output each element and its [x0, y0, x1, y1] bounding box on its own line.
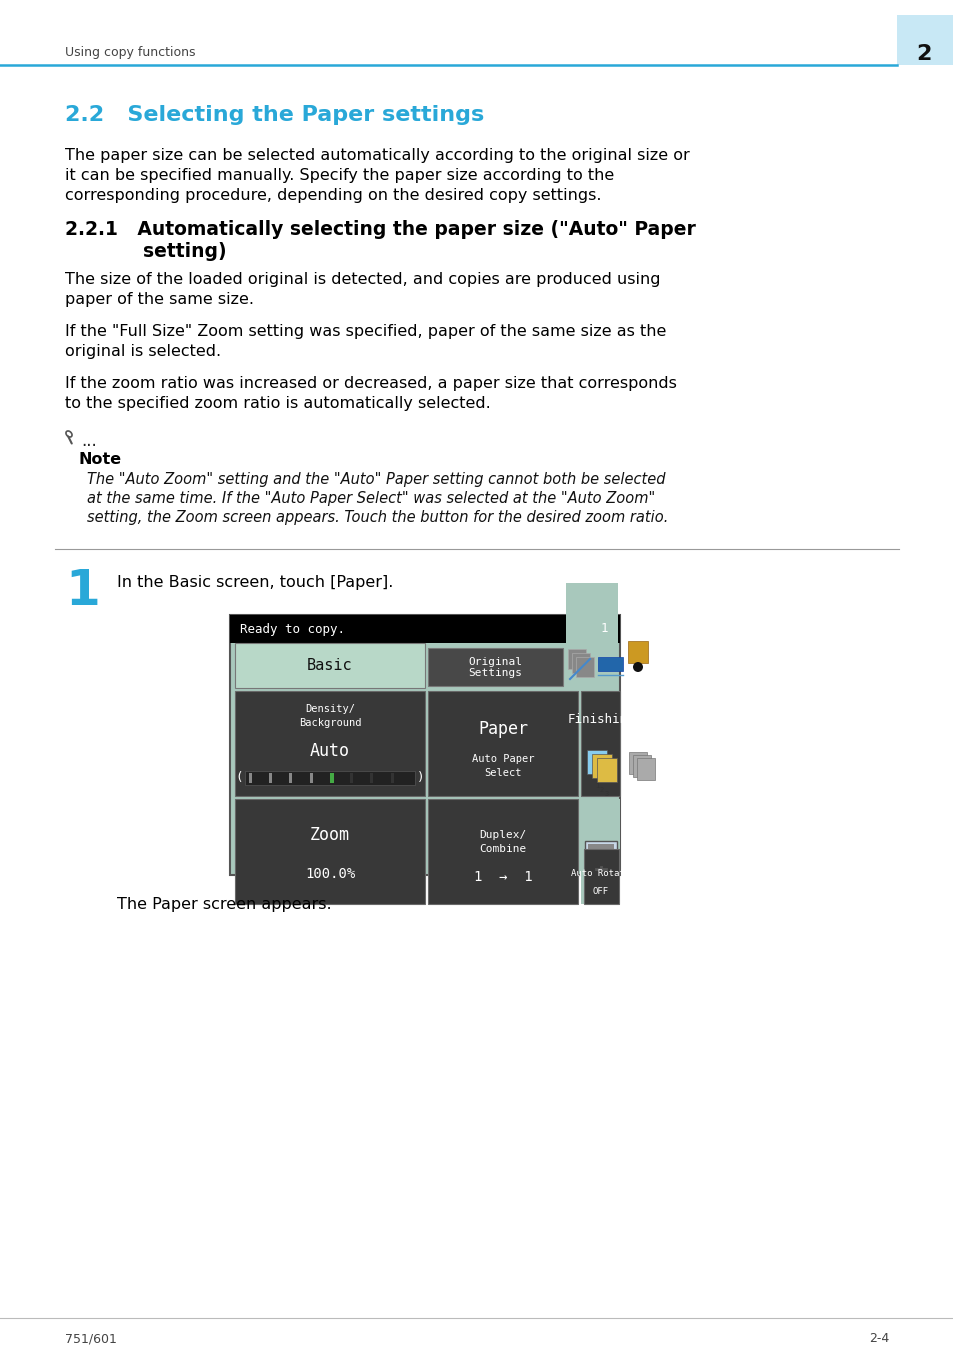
Text: The paper size can be selected automatically according to the original size or: The paper size can be selected automatic… — [65, 148, 689, 163]
Text: Auto: Auto — [310, 743, 350, 760]
Bar — [896, 15, 953, 65]
Text: Combine: Combine — [478, 844, 526, 855]
Bar — [587, 844, 614, 863]
Bar — [428, 799, 578, 904]
Text: to the specified zoom ratio is automatically selected.: to the specified zoom ratio is automatic… — [65, 396, 490, 410]
Bar — [370, 774, 374, 783]
Bar — [576, 657, 594, 676]
Bar — [583, 849, 618, 904]
Bar — [289, 774, 293, 783]
Text: 1: 1 — [65, 567, 100, 616]
Text: 2: 2 — [599, 787, 603, 792]
Bar — [627, 641, 647, 663]
Bar — [633, 755, 650, 778]
Text: 2: 2 — [915, 45, 931, 63]
Text: In the Basic screen, touch [Paper].: In the Basic screen, touch [Paper]. — [117, 575, 393, 590]
Text: Paper: Paper — [477, 720, 527, 738]
Bar — [580, 799, 619, 904]
Bar — [230, 616, 619, 643]
Bar — [249, 774, 252, 783]
Text: ): ) — [416, 771, 424, 784]
Text: Density/: Density/ — [305, 703, 355, 714]
Bar — [428, 691, 578, 796]
Text: If the zoom ratio was increased or decreased, a paper size that corresponds: If the zoom ratio was increased or decre… — [65, 377, 677, 392]
Bar — [330, 774, 333, 783]
Text: The size of the loaded original is detected, and copies are produced using: The size of the loaded original is detec… — [65, 271, 659, 288]
Text: Zoom: Zoom — [310, 826, 350, 844]
Text: The "Auto Zoom" setting and the "Auto" Paper setting cannot both be selected: The "Auto Zoom" setting and the "Auto" P… — [87, 472, 665, 487]
Bar — [245, 771, 415, 784]
Text: paper of the same size.: paper of the same size. — [65, 292, 253, 306]
Bar — [391, 774, 394, 783]
Text: Ready to copy.: Ready to copy. — [240, 622, 345, 636]
Bar — [580, 691, 619, 796]
Text: 1: 1 — [595, 783, 598, 788]
Text: setting, the Zoom screen appears. Touch the button for the desired zoom ratio.: setting, the Zoom screen appears. Touch … — [87, 510, 668, 525]
Bar — [572, 653, 589, 674]
Bar — [350, 774, 353, 783]
Text: Settings: Settings — [468, 668, 522, 678]
Text: at the same time. If the "Auto Paper Select" was selected at the "Auto Zoom": at the same time. If the "Auto Paper Sel… — [87, 491, 655, 506]
Bar — [234, 799, 424, 904]
Bar — [269, 774, 272, 783]
Text: 2.2.1   Automatically selecting the paper size ("Auto" Paper: 2.2.1 Automatically selecting the paper … — [65, 220, 695, 239]
Text: Duplex/: Duplex/ — [478, 830, 526, 840]
Text: Background: Background — [298, 718, 361, 728]
Text: 2.2   Selecting the Paper settings: 2.2 Selecting the Paper settings — [65, 105, 484, 126]
Bar — [637, 757, 655, 780]
Text: The Paper screen appears.: The Paper screen appears. — [117, 896, 332, 913]
Text: OFF: OFF — [593, 887, 608, 896]
Text: 751/601: 751/601 — [65, 1332, 117, 1345]
Bar — [330, 774, 334, 783]
Bar — [230, 616, 619, 875]
Text: 3: 3 — [604, 791, 608, 796]
Text: corresponding procedure, depending on the desired copy settings.: corresponding procedure, depending on th… — [65, 188, 601, 202]
Bar — [567, 649, 585, 670]
Bar — [586, 751, 606, 774]
Text: Using copy functions: Using copy functions — [65, 46, 195, 59]
Bar — [598, 657, 622, 671]
Text: Basic: Basic — [307, 657, 353, 672]
Text: (: ( — [235, 771, 243, 784]
Text: Original: Original — [468, 657, 522, 667]
Text: 2-4: 2-4 — [868, 1332, 888, 1345]
Text: Auto Paper: Auto Paper — [471, 755, 534, 764]
Text: Note: Note — [79, 452, 122, 467]
Bar — [234, 691, 424, 796]
Bar — [234, 643, 424, 689]
Text: ...: ... — [81, 432, 96, 450]
Text: Auto Rotate: Auto Rotate — [571, 869, 630, 879]
Bar — [584, 841, 617, 865]
Bar — [628, 752, 646, 774]
Bar — [428, 648, 562, 686]
Text: Finishing: Finishing — [567, 713, 634, 725]
Text: Select: Select — [484, 768, 521, 778]
Text: 1: 1 — [599, 622, 607, 636]
Bar — [565, 583, 618, 648]
Text: setting): setting) — [65, 242, 227, 261]
Bar — [592, 755, 612, 778]
Text: 1  →  1: 1 → 1 — [474, 869, 532, 884]
Bar — [597, 757, 617, 782]
Text: If the "Full Size" Zoom setting was specified, paper of the same size as the: If the "Full Size" Zoom setting was spec… — [65, 324, 666, 339]
Bar — [310, 774, 313, 783]
Text: original is selected.: original is selected. — [65, 344, 221, 359]
Circle shape — [633, 662, 642, 672]
Text: it can be specified manually. Specify the paper size according to the: it can be specified manually. Specify th… — [65, 167, 614, 184]
Text: 100.0%: 100.0% — [305, 867, 355, 882]
